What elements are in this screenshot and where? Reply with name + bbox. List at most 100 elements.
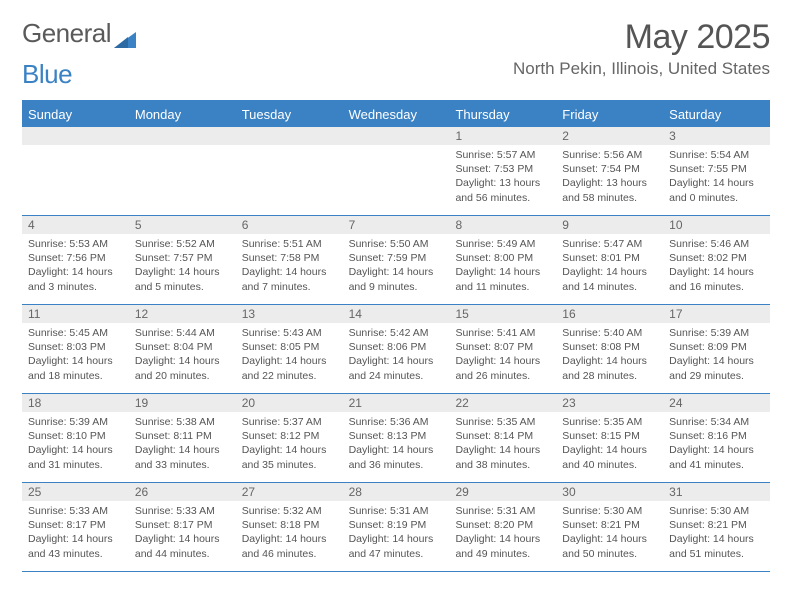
sunset-line: Sunset: 8:19 PM (349, 518, 444, 532)
title-block: May 2025 North Pekin, Illinois, United S… (513, 18, 770, 79)
sunset-line: Sunset: 8:10 PM (28, 429, 123, 443)
sunset-line: Sunset: 8:16 PM (669, 429, 764, 443)
day-content: Sunrise: 5:35 AMSunset: 8:15 PMDaylight:… (556, 412, 663, 478)
day-number: 31 (663, 484, 688, 500)
logo: General (22, 18, 137, 49)
daynum-row: 14 (343, 305, 450, 323)
sunset-line: Sunset: 7:57 PM (135, 251, 230, 265)
day-number: 27 (236, 484, 261, 500)
sunrise-line: Sunrise: 5:44 AM (135, 326, 230, 340)
sunrise-line: Sunrise: 5:35 AM (455, 415, 550, 429)
day-content (236, 145, 343, 154)
day-content: Sunrise: 5:35 AMSunset: 8:14 PMDaylight:… (449, 412, 556, 478)
week-row: 1Sunrise: 5:57 AMSunset: 7:53 PMDaylight… (22, 127, 770, 216)
daynum-row: 8 (449, 216, 556, 234)
day-cell: 26Sunrise: 5:33 AMSunset: 8:17 PMDayligh… (129, 483, 236, 571)
sunrise-line: Sunrise: 5:45 AM (28, 326, 123, 340)
day-number: 22 (449, 395, 474, 411)
daynum-row: 30 (556, 483, 663, 501)
daylight-line: Daylight: 14 hours and 7 minutes. (242, 265, 337, 293)
sunrise-line: Sunrise: 5:52 AM (135, 237, 230, 251)
sunset-line: Sunset: 7:54 PM (562, 162, 657, 176)
sunset-line: Sunset: 7:56 PM (28, 251, 123, 265)
daylight-line: Daylight: 14 hours and 40 minutes. (562, 443, 657, 471)
day-number: 14 (343, 306, 368, 322)
daylight-line: Daylight: 14 hours and 31 minutes. (28, 443, 123, 471)
day-cell: 20Sunrise: 5:37 AMSunset: 8:12 PMDayligh… (236, 394, 343, 482)
day-cell: 31Sunrise: 5:30 AMSunset: 8:21 PMDayligh… (663, 483, 770, 571)
day-number: 17 (663, 306, 688, 322)
daylight-line: Daylight: 14 hours and 16 minutes. (669, 265, 764, 293)
daylight-line: Daylight: 14 hours and 26 minutes. (455, 354, 550, 382)
sunset-line: Sunset: 8:14 PM (455, 429, 550, 443)
day-cell: 15Sunrise: 5:41 AMSunset: 8:07 PMDayligh… (449, 305, 556, 393)
day-cell (236, 127, 343, 215)
week-row: 4Sunrise: 5:53 AMSunset: 7:56 PMDaylight… (22, 216, 770, 305)
daylight-line: Daylight: 14 hours and 11 minutes. (455, 265, 550, 293)
daynum-row: 27 (236, 483, 343, 501)
day-content: Sunrise: 5:31 AMSunset: 8:20 PMDaylight:… (449, 501, 556, 567)
day-header: Sunday (22, 102, 129, 127)
sunset-line: Sunset: 7:55 PM (669, 162, 764, 176)
daynum-row: 5 (129, 216, 236, 234)
daylight-line: Daylight: 14 hours and 46 minutes. (242, 532, 337, 560)
sunset-line: Sunset: 8:04 PM (135, 340, 230, 354)
sunrise-line: Sunrise: 5:31 AM (455, 504, 550, 518)
day-number: 15 (449, 306, 474, 322)
location: North Pekin, Illinois, United States (513, 59, 770, 79)
sunrise-line: Sunrise: 5:40 AM (562, 326, 657, 340)
day-cell (22, 127, 129, 215)
sunset-line: Sunset: 8:09 PM (669, 340, 764, 354)
daylight-line: Daylight: 14 hours and 50 minutes. (562, 532, 657, 560)
day-content: Sunrise: 5:39 AMSunset: 8:10 PMDaylight:… (22, 412, 129, 478)
day-number: 5 (129, 217, 148, 233)
day-cell (129, 127, 236, 215)
sunset-line: Sunset: 8:00 PM (455, 251, 550, 265)
daylight-line: Daylight: 14 hours and 35 minutes. (242, 443, 337, 471)
day-cell: 24Sunrise: 5:34 AMSunset: 8:16 PMDayligh… (663, 394, 770, 482)
sunset-line: Sunset: 8:05 PM (242, 340, 337, 354)
sunset-line: Sunset: 8:07 PM (455, 340, 550, 354)
day-cell: 29Sunrise: 5:31 AMSunset: 8:20 PMDayligh… (449, 483, 556, 571)
day-cell: 9Sunrise: 5:47 AMSunset: 8:01 PMDaylight… (556, 216, 663, 304)
day-cell: 10Sunrise: 5:46 AMSunset: 8:02 PMDayligh… (663, 216, 770, 304)
day-cell: 12Sunrise: 5:44 AMSunset: 8:04 PMDayligh… (129, 305, 236, 393)
day-header: Saturday (663, 102, 770, 127)
sunrise-line: Sunrise: 5:47 AM (562, 237, 657, 251)
sunrise-line: Sunrise: 5:30 AM (562, 504, 657, 518)
day-cell: 28Sunrise: 5:31 AMSunset: 8:19 PMDayligh… (343, 483, 450, 571)
day-cell: 17Sunrise: 5:39 AMSunset: 8:09 PMDayligh… (663, 305, 770, 393)
sunrise-line: Sunrise: 5:38 AM (135, 415, 230, 429)
daylight-line: Daylight: 14 hours and 9 minutes. (349, 265, 444, 293)
day-cell: 19Sunrise: 5:38 AMSunset: 8:11 PMDayligh… (129, 394, 236, 482)
daynum-row: 22 (449, 394, 556, 412)
day-content: Sunrise: 5:31 AMSunset: 8:19 PMDaylight:… (343, 501, 450, 567)
daylight-line: Daylight: 14 hours and 36 minutes. (349, 443, 444, 471)
sail-icon (113, 25, 137, 43)
day-cell (343, 127, 450, 215)
daynum-row: 26 (129, 483, 236, 501)
day-cell: 8Sunrise: 5:49 AMSunset: 8:00 PMDaylight… (449, 216, 556, 304)
logo-word-1: General (22, 18, 111, 49)
daylight-line: Daylight: 14 hours and 47 minutes. (349, 532, 444, 560)
day-content: Sunrise: 5:42 AMSunset: 8:06 PMDaylight:… (343, 323, 450, 389)
day-number: 29 (449, 484, 474, 500)
day-cell: 4Sunrise: 5:53 AMSunset: 7:56 PMDaylight… (22, 216, 129, 304)
day-header: Wednesday (343, 102, 450, 127)
daynum-row: 20 (236, 394, 343, 412)
sunset-line: Sunset: 8:08 PM (562, 340, 657, 354)
day-header: Friday (556, 102, 663, 127)
day-cell: 23Sunrise: 5:35 AMSunset: 8:15 PMDayligh… (556, 394, 663, 482)
daynum-row: 16 (556, 305, 663, 323)
day-content: Sunrise: 5:56 AMSunset: 7:54 PMDaylight:… (556, 145, 663, 211)
day-content: Sunrise: 5:40 AMSunset: 8:08 PMDaylight:… (556, 323, 663, 389)
day-content: Sunrise: 5:52 AMSunset: 7:57 PMDaylight:… (129, 234, 236, 300)
sunset-line: Sunset: 8:06 PM (349, 340, 444, 354)
daynum-row: 11 (22, 305, 129, 323)
daylight-line: Daylight: 13 hours and 58 minutes. (562, 176, 657, 204)
day-cell: 18Sunrise: 5:39 AMSunset: 8:10 PMDayligh… (22, 394, 129, 482)
day-content: Sunrise: 5:32 AMSunset: 8:18 PMDaylight:… (236, 501, 343, 567)
day-content: Sunrise: 5:57 AMSunset: 7:53 PMDaylight:… (449, 145, 556, 211)
daynum-row: 13 (236, 305, 343, 323)
day-number: 13 (236, 306, 261, 322)
